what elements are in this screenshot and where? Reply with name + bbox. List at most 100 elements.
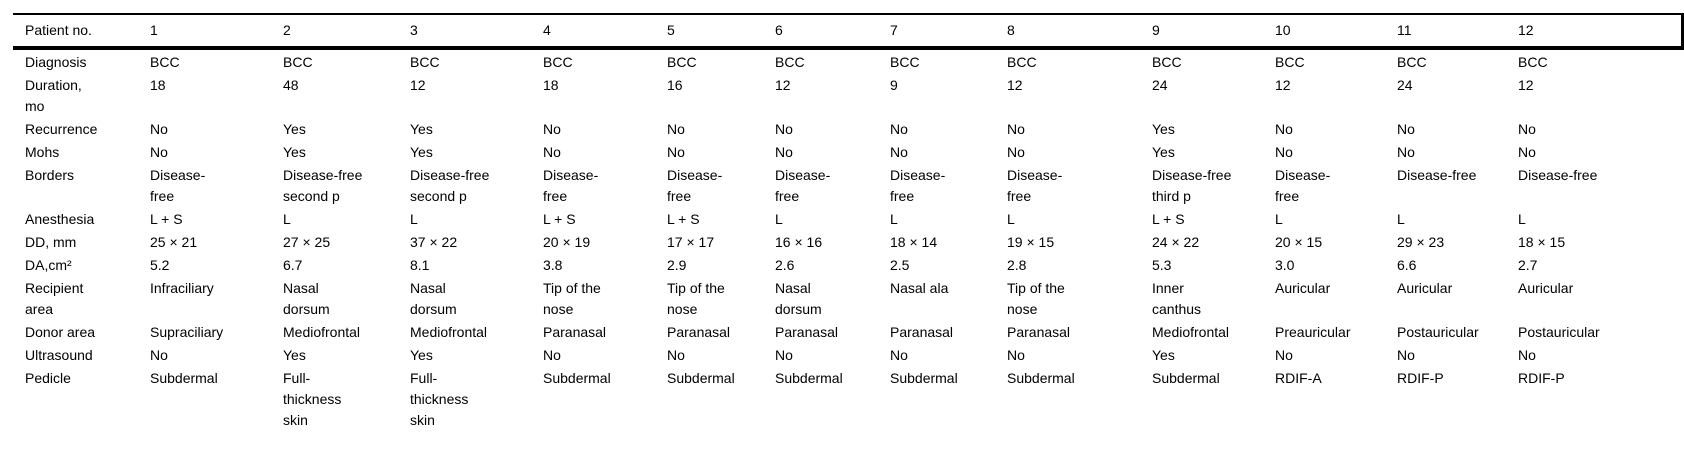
cell-dd-mm-patient-8: 19 × 15 [1007, 234, 1055, 250]
cell-donor-area-patient-12: Postauricular [1518, 324, 1600, 340]
cell-recipient-area-patient-12: Auricular [1518, 280, 1574, 296]
cell-recipient-area-patient-2: Nasal dorsum [283, 280, 330, 317]
cell-donor-area-patient-8: Paranasal [1007, 324, 1071, 340]
cell-mohs-patient-11: No [1397, 144, 1415, 160]
cell-borders-patient-11: Disease-free [1397, 167, 1477, 183]
cell-pedicle-patient-12: RDIF-P [1518, 370, 1565, 386]
cell-diagnosis-patient-9: BCC [1152, 54, 1182, 70]
cell-anesthesia-patient-11: L [1397, 211, 1405, 227]
cell-ultrasound-patient-1: No [150, 347, 168, 363]
cell-borders-patient-4: Disease- free [543, 167, 599, 204]
cell-diagnosis-patient-5: BCC [667, 54, 697, 70]
cell-mohs-patient-6: No [775, 144, 793, 160]
cell-dd-mm-patient-7: 18 × 14 [890, 234, 938, 250]
cell-pedicle-patient-3: Full- thickness skin [410, 370, 469, 428]
cell-duration-patient-11: 24 [1397, 77, 1413, 93]
cell-dd-mm-patient-10: 20 × 15 [1275, 234, 1323, 250]
header-row: Patient no. 1 2 3 4 5 6 7 8 9 10 11 12 [13, 14, 1684, 50]
cell-borders-patient-5: Disease- free [667, 167, 723, 204]
cell-duration-patient-10: 12 [1275, 77, 1291, 93]
cell-da-cm2-patient-12: 2.7 [1518, 257, 1538, 273]
cell-dd-mm-patient-11: 29 × 23 [1397, 234, 1445, 250]
cell-recurrence-patient-3: Yes [410, 121, 433, 137]
cell-donor-area-patient-11: Postauricular [1397, 324, 1479, 340]
cell-donor-area-patient-1: Supraciliary [150, 324, 224, 340]
row-label-ultrasound: Ultrasound [25, 347, 93, 363]
cell-da-cm2-patient-7: 2.5 [890, 257, 910, 273]
cell-ultrasound-patient-4: No [543, 347, 561, 363]
row-label-anesthesia: Anesthesia [25, 211, 95, 227]
row-label-recurrence: Recurrence [25, 121, 98, 137]
cell-diagnosis-patient-4: BCC [543, 54, 573, 70]
cell-dd-mm-patient-3: 37 × 22 [410, 234, 458, 250]
cell-diagnosis-patient-1: BCC [150, 54, 180, 70]
cell-recipient-area-patient-8: Tip of the nose [1007, 280, 1065, 317]
cell-donor-area-patient-5: Paranasal [667, 324, 731, 340]
cell-ultrasound-patient-12: No [1518, 347, 1536, 363]
column-header-10: 10 [1275, 14, 1397, 50]
cell-ultrasound-patient-9: Yes [1152, 347, 1175, 363]
cell-donor-area-patient-10: Preauricular [1275, 324, 1351, 340]
table-row-pedicle: Pedicle Subdermal Full- thickness skin Full… [13, 366, 1684, 451]
cell-recipient-area-patient-6: Nasal dorsum [775, 280, 822, 317]
cell-dd-mm-patient-5: 17 × 17 [667, 234, 715, 250]
cell-mohs-patient-10: No [1275, 144, 1293, 160]
cell-duration-patient-6: 12 [775, 77, 791, 93]
cell-duration-patient-3: 12 [410, 77, 426, 93]
cell-diagnosis-patient-10: BCC [1275, 54, 1305, 70]
cell-pedicle-patient-11: RDIF-P [1397, 370, 1444, 386]
cell-recipient-area-patient-3: Nasal dorsum [410, 280, 457, 317]
cell-borders-patient-10: Disease- free [1275, 167, 1331, 204]
cell-recipient-area-patient-11: Auricular [1397, 280, 1453, 296]
cell-recurrence-patient-5: No [667, 121, 685, 137]
cell-anesthesia-patient-6: L [775, 211, 783, 227]
cell-mohs-patient-3: Yes [410, 144, 433, 160]
cell-pedicle-patient-8: Subdermal [1007, 370, 1075, 386]
cell-pedicle-patient-10: RDIF-A [1275, 370, 1322, 386]
cell-recurrence-patient-12: No [1518, 121, 1536, 137]
cell-da-cm2-patient-1: 5.2 [150, 257, 170, 273]
cell-dd-mm-patient-12: 18 × 15 [1518, 234, 1566, 250]
column-header-3: 3 [410, 14, 543, 50]
cell-donor-area-patient-3: Mediofrontal [410, 324, 488, 340]
table-body: Diagnosis BCC BCC BCC BCC BCC BCC BCC BCC BCC BCC B… [13, 48, 1684, 451]
cell-recurrence-patient-9: Yes [1152, 121, 1175, 137]
cell-mohs-patient-9: Yes [1152, 144, 1175, 160]
cell-borders-patient-7: Disease- free [890, 167, 946, 204]
cell-recipient-area-patient-4: Tip of the nose [543, 280, 601, 317]
cell-mohs-patient-8: No [1007, 144, 1025, 160]
cell-anesthesia-patient-3: L [410, 211, 418, 227]
cell-dd-mm-patient-1: 25 × 21 [150, 234, 198, 250]
cell-ultrasound-patient-7: No [890, 347, 908, 363]
cell-duration-patient-12: 12 [1518, 77, 1534, 93]
cell-da-cm2-patient-2: 6.7 [283, 257, 303, 273]
row-label-dd-mm: DD, mm [25, 234, 77, 250]
cell-recurrence-patient-11: No [1397, 121, 1415, 137]
cell-ultrasound-patient-10: No [1275, 347, 1293, 363]
cell-dd-mm-patient-9: 24 × 22 [1152, 234, 1200, 250]
cell-recipient-area-patient-10: Auricular [1275, 280, 1331, 296]
cell-duration-patient-7: 9 [890, 77, 898, 93]
cell-diagnosis-patient-7: BCC [890, 54, 920, 70]
row-label-mohs: Mohs [25, 144, 60, 160]
cell-da-cm2-patient-5: 2.9 [667, 257, 687, 273]
cell-ultrasound-patient-3: Yes [410, 347, 433, 363]
row-label-borders: Borders [25, 167, 75, 183]
cell-recurrence-patient-1: No [150, 121, 168, 137]
row-label-duration: Duration, mo [25, 77, 82, 114]
cell-dd-mm-patient-4: 20 × 19 [543, 234, 591, 250]
cell-mohs-patient-5: No [667, 144, 685, 160]
cell-ultrasound-patient-6: No [775, 347, 793, 363]
cell-duration-patient-8: 12 [1007, 77, 1023, 93]
column-header-4: 4 [543, 14, 667, 50]
cell-anesthesia-patient-10: L [1275, 211, 1283, 227]
column-header-5: 5 [667, 14, 775, 50]
row-label-pedicle: Pedicle [25, 370, 71, 386]
cell-mohs-patient-2: Yes [283, 144, 306, 160]
header-right-tick [1681, 13, 1684, 50]
cell-borders-patient-1: Disease- free [150, 167, 206, 204]
column-header-1: 1 [150, 14, 283, 50]
cell-ultrasound-patient-2: Yes [283, 347, 306, 363]
cell-dd-mm-patient-2: 27 × 25 [283, 234, 331, 250]
